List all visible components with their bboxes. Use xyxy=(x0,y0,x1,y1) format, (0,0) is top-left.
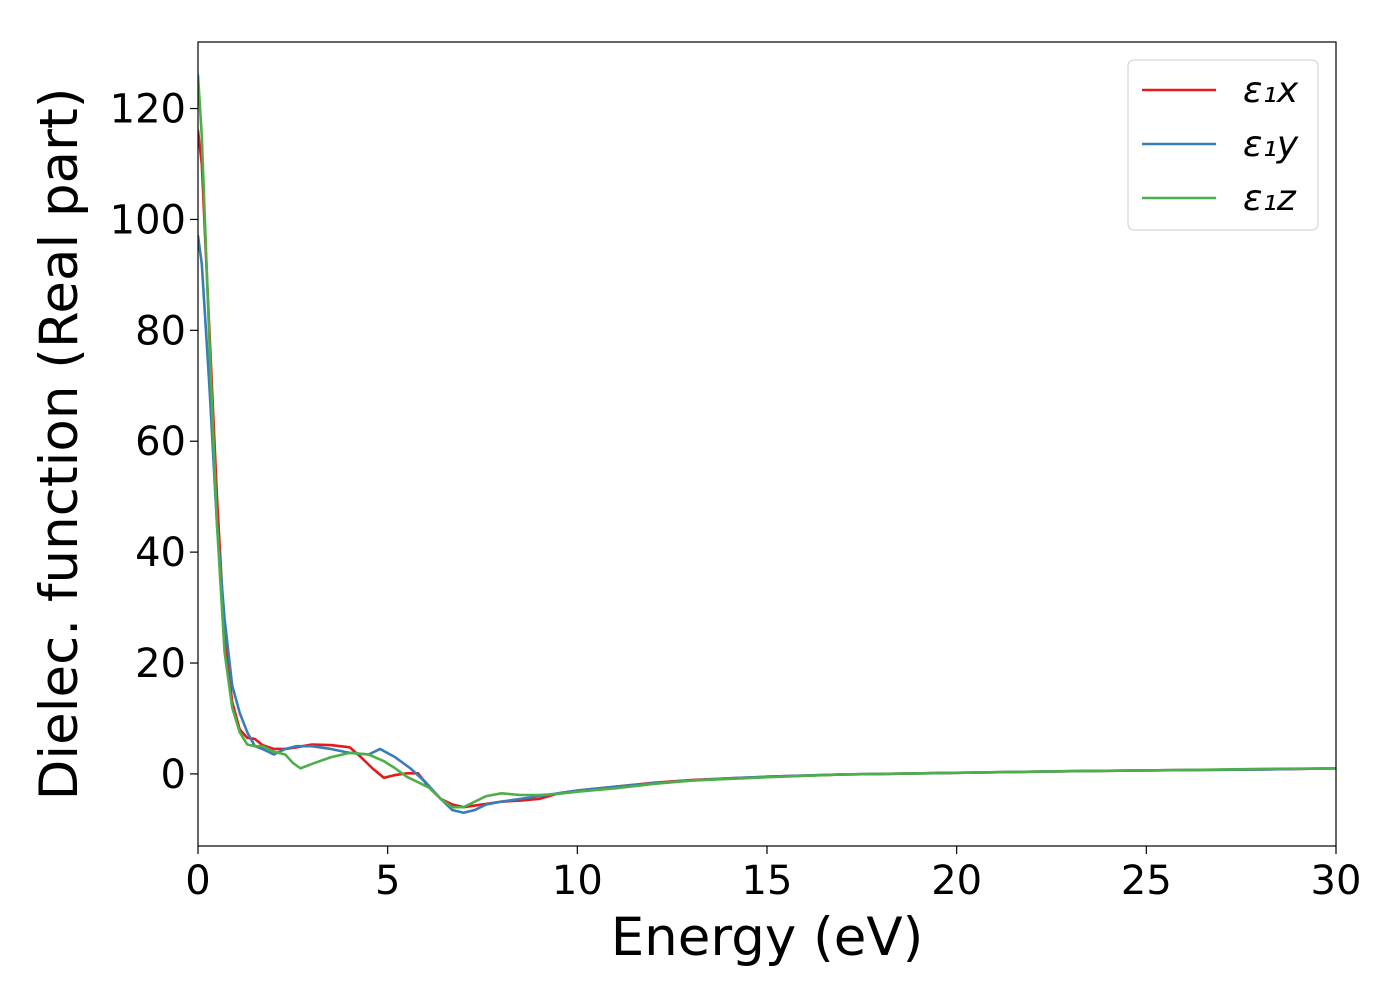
x-tick-label: 0 xyxy=(185,858,210,904)
y-tick-label: 120 xyxy=(110,87,186,133)
legend-label-3: ε₁z xyxy=(1243,178,1297,219)
x-axis-label: Energy (eV) xyxy=(611,907,924,968)
legend: ε₁x ε₁y ε₁z xyxy=(1127,59,1319,231)
x-tick-label: 15 xyxy=(742,858,793,904)
y-tick-label: 40 xyxy=(135,530,186,576)
y-tick-label: 80 xyxy=(135,308,186,354)
x-tick-label: 20 xyxy=(931,858,982,904)
legend-label-2: ε₁y xyxy=(1243,124,1299,165)
x-axis: 0 5 10 15 20 25 30 xyxy=(185,846,1361,904)
x-tick-label: 25 xyxy=(1121,858,1172,904)
x-tick-label: 5 xyxy=(375,858,400,904)
y-axis: 0 20 40 60 80 100 120 xyxy=(110,87,198,798)
legend-label-1: ε₁x xyxy=(1243,70,1299,111)
y-axis-label: Dielec. function (Real part) xyxy=(29,88,90,801)
y-tick-label: 0 xyxy=(161,752,186,798)
y-tick-label: 20 xyxy=(135,641,186,687)
y-tick-label: 60 xyxy=(135,419,186,465)
lines-layer xyxy=(198,73,1336,815)
x-tick-label: 10 xyxy=(552,858,603,904)
y-tick-label: 100 xyxy=(110,197,186,243)
series-line-3 xyxy=(198,73,1336,809)
legend-box xyxy=(1127,59,1319,231)
x-tick-label: 30 xyxy=(1311,858,1362,904)
